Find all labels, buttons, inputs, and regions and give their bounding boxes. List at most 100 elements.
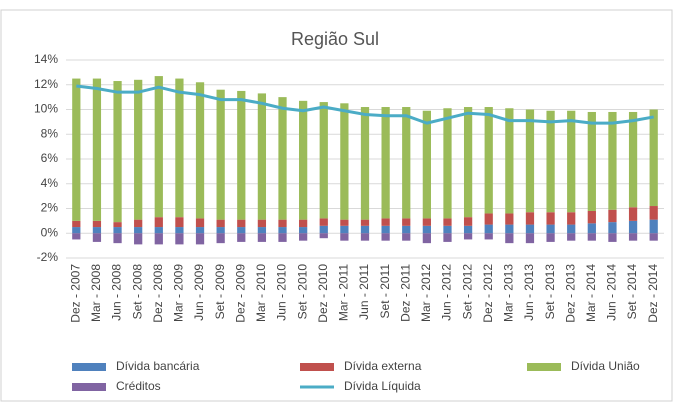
x-tick-label: Dez - 2008: [151, 264, 165, 323]
x-tick-label: Mar - 2010: [254, 264, 268, 322]
x-tick-label: Dez - 2013: [563, 264, 577, 323]
bar: [525, 233, 535, 244]
x-tick-label: Dez - 2010: [316, 264, 330, 323]
y-tick-label: 0%: [41, 225, 59, 239]
bar: [649, 206, 658, 220]
bar: [422, 233, 431, 244]
bar: [463, 233, 473, 240]
bar: [608, 209, 617, 223]
bar: [649, 219, 658, 234]
x-tick-label: Mar - 2012: [419, 264, 433, 322]
x-tick-label: Set - 2013: [543, 264, 557, 320]
bar: [505, 108, 514, 214]
x-tick-label: Jun - 2010: [275, 264, 289, 321]
bar: [649, 109, 658, 207]
bar: [505, 213, 514, 225]
legend-swatch: [72, 363, 106, 371]
bar: [484, 213, 493, 225]
bar: [72, 220, 81, 228]
y-tick-label: 2%: [41, 201, 59, 215]
legend-label: Créditos: [116, 379, 161, 393]
bar: [113, 222, 122, 228]
bar: [484, 224, 493, 234]
bar: [381, 218, 390, 226]
y-tick-label: -2%: [37, 250, 59, 264]
x-tick-label: Dez - 2007: [68, 264, 82, 323]
bar: [175, 217, 184, 228]
bar: [319, 233, 328, 239]
legend-label: Dívida Líquida: [344, 379, 421, 393]
bar: [340, 219, 349, 226]
x-tick-label: Jun - 2013: [522, 264, 536, 321]
x-tick-label: Dez - 2009: [233, 264, 247, 323]
x-tick-label: Jun - 2012: [440, 264, 454, 321]
bar: [154, 217, 163, 228]
bar: [340, 225, 349, 234]
bar: [381, 233, 390, 241]
bar: [237, 219, 246, 228]
bar: [422, 218, 431, 226]
legend-swatch: [300, 363, 334, 371]
x-tick-label: Set - 2014: [625, 264, 639, 320]
bar: [340, 233, 349, 241]
bar: [546, 224, 555, 234]
bar: [154, 76, 163, 218]
bar: [525, 109, 535, 213]
bar: [299, 219, 308, 228]
bar: [72, 233, 81, 240]
bar: [175, 233, 184, 245]
legend-swatch: [72, 383, 106, 391]
bar: [216, 233, 225, 244]
bar: [92, 233, 102, 242]
bar: [92, 220, 102, 228]
bar: [402, 233, 411, 241]
x-tick-label: Set - 2011: [378, 264, 392, 319]
x-tick-label: Jun - 2008: [110, 264, 124, 321]
bar: [381, 225, 390, 234]
bar: [113, 81, 122, 223]
bar: [484, 107, 493, 214]
legend-swatch: [527, 363, 561, 371]
bar: [340, 103, 349, 220]
bar: [319, 102, 328, 219]
bar: [443, 108, 452, 219]
bar: [72, 227, 81, 234]
y-tick-label: 14%: [34, 52, 58, 66]
bar: [463, 107, 473, 218]
bar: [278, 233, 287, 242]
bar: [319, 225, 328, 234]
bar: [257, 93, 267, 220]
bar: [546, 233, 555, 242]
bar: [257, 219, 267, 228]
bar: [195, 82, 205, 219]
bar: [587, 210, 596, 224]
bar: [463, 225, 473, 234]
bar: [216, 227, 225, 234]
bar: [381, 107, 390, 219]
bar: [402, 225, 411, 234]
bar: [175, 78, 184, 218]
bar: [628, 233, 638, 241]
bar: [216, 89, 225, 220]
x-tick-label: Mar - 2008: [89, 264, 103, 322]
bar: [175, 227, 184, 234]
bar: [154, 233, 163, 245]
x-tick-label: Jun - 2014: [605, 264, 619, 321]
bar: [567, 233, 576, 241]
chart-border: [0, 9, 673, 402]
bar: [360, 233, 370, 241]
x-tick-label: Jun - 2009: [192, 264, 206, 321]
bar: [299, 100, 308, 220]
x-tick-label: Set - 2010: [295, 264, 309, 320]
bar: [134, 79, 143, 220]
x-tick-label: Mar - 2014: [584, 264, 598, 322]
x-tick-label: Set - 2008: [130, 264, 144, 320]
x-tick-label: Mar - 2013: [502, 264, 516, 322]
bar: [360, 107, 370, 220]
bar: [463, 217, 473, 226]
bar: [319, 218, 328, 226]
y-tick-label: 12%: [34, 77, 58, 91]
bar: [237, 227, 246, 234]
bar: [278, 97, 287, 220]
